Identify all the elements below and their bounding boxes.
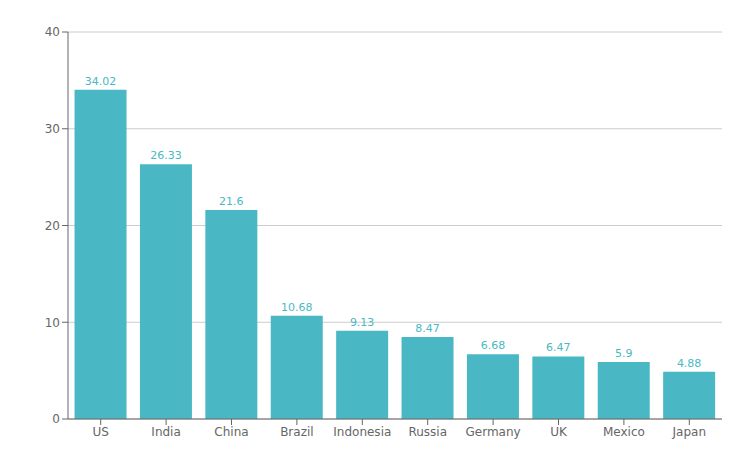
svg-text:Russia: Russia — [408, 425, 447, 439]
svg-text:9.13: 9.13 — [350, 316, 375, 329]
svg-text:5.9: 5.9 — [615, 347, 633, 360]
svg-text:26.33: 26.33 — [150, 149, 182, 162]
svg-text:US: US — [92, 425, 108, 439]
svg-text:30: 30 — [45, 122, 60, 136]
svg-text:China: China — [214, 425, 248, 439]
svg-text:6.68: 6.68 — [481, 339, 506, 352]
svg-text:Indonesia: Indonesia — [333, 425, 391, 439]
svg-text:34.02: 34.02 — [85, 75, 117, 88]
svg-text:10.68: 10.68 — [281, 301, 313, 314]
svg-text:Germany: Germany — [466, 425, 521, 439]
svg-text:6.47: 6.47 — [546, 341, 571, 354]
svg-text:UK: UK — [550, 425, 568, 439]
svg-text:0: 0 — [52, 412, 60, 426]
svg-text:Mexico: Mexico — [603, 425, 645, 439]
svg-text:Japan: Japan — [672, 425, 706, 439]
svg-text:10: 10 — [45, 316, 60, 330]
svg-text:8.47: 8.47 — [415, 322, 440, 335]
svg-text:Brazil: Brazil — [280, 425, 314, 439]
svg-text:20: 20 — [45, 219, 60, 233]
svg-text:4.88: 4.88 — [677, 357, 702, 370]
svg-text:21.6: 21.6 — [219, 195, 244, 208]
svg-text:40: 40 — [45, 25, 60, 39]
svg-text:India: India — [151, 425, 180, 439]
